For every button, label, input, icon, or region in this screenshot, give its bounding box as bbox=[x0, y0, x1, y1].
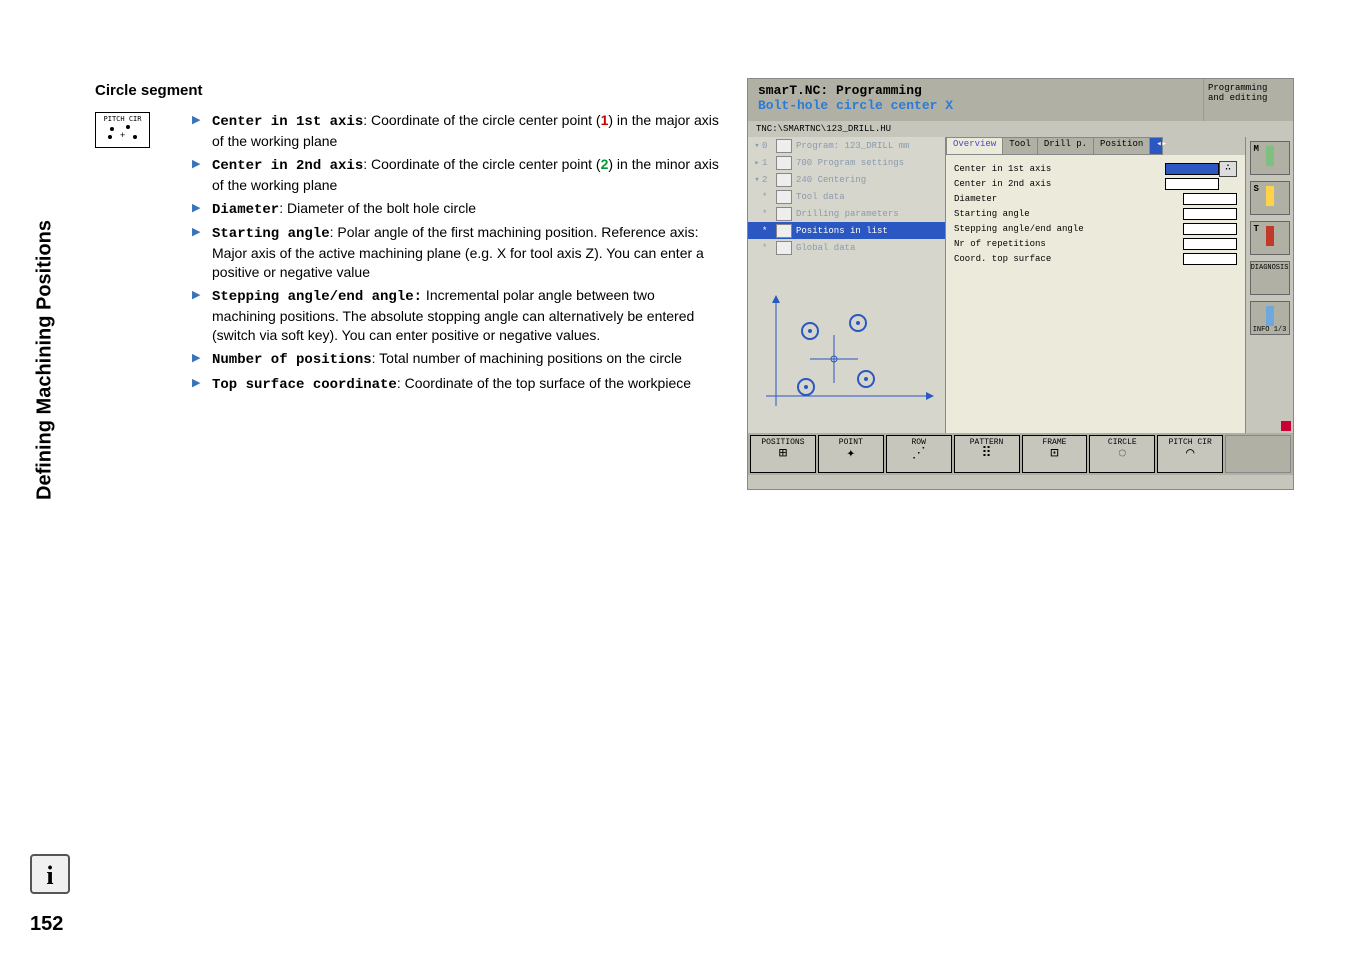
scr-mode-line1: Programming bbox=[1208, 83, 1289, 93]
form-row[interactable]: Stepping angle/end angle bbox=[954, 221, 1237, 236]
scr-path: TNC:\SMARTNC\123_DRILL.HU bbox=[748, 121, 1293, 137]
softkey-circle[interactable]: CIRCLE◌ bbox=[1089, 435, 1155, 473]
tree-row[interactable]: ▸1700 Program settings bbox=[748, 154, 945, 171]
tree-row[interactable]: *Tool data bbox=[748, 188, 945, 205]
scr-form-area: OverviewToolDrill p.Position◂▸ ∴ Center … bbox=[946, 137, 1245, 433]
vertical-section-title: Defining Machining Positions bbox=[30, 100, 60, 500]
tab-tool[interactable]: Tool bbox=[1002, 137, 1038, 155]
parameter-item: Stepping angle/end angle: Incremental po… bbox=[190, 286, 720, 345]
parameter-item: Center in 2nd axis: Coordinate of the ci… bbox=[190, 155, 720, 195]
tree-row[interactable]: *Positions in list bbox=[748, 222, 945, 239]
scr-title-line2: Bolt-hole circle center X bbox=[758, 98, 1193, 113]
scr-header: smarT.NC: Programming Bolt-hole circle c… bbox=[748, 79, 1293, 121]
parameter-item: Diameter: Diameter of the bolt hole circ… bbox=[190, 199, 720, 220]
parameter-item: Starting angle: Polar angle of the first… bbox=[190, 223, 720, 282]
scr-softkey-row[interactable]: POSITIONS⊞POINT✦ROW⋰PATTERN⠿FRAME⊡CIRCLE… bbox=[748, 433, 1293, 475]
right-button[interactable]: M bbox=[1250, 141, 1290, 175]
scr-header-title: smarT.NC: Programming Bolt-hole circle c… bbox=[748, 79, 1203, 121]
scr-title-line1: smarT.NC: Programming bbox=[758, 83, 1193, 98]
info-icon: i bbox=[30, 854, 70, 894]
scr-program-tree[interactable]: ▾0Program: 123_DRILL mm▸1700 Program set… bbox=[748, 137, 946, 433]
parameter-item: Top surface coordinate: Coordinate of th… bbox=[190, 374, 720, 395]
form-row[interactable]: Nr of repetitions bbox=[954, 236, 1237, 251]
scr-form[interactable]: ∴ Center in 1st axisCenter in 2nd axisDi… bbox=[946, 155, 1245, 433]
scr-mode-line2: and editing bbox=[1208, 93, 1289, 103]
pitch-circle-softkey-icon: PITCH CIR + bbox=[95, 112, 150, 148]
tree-row[interactable]: *Drilling parameters bbox=[748, 205, 945, 222]
right-button[interactable]: T bbox=[1250, 221, 1290, 255]
scr-right-buttons: MST DIAGNOSIS INFO 1/3 bbox=[1245, 137, 1293, 433]
form-row[interactable]: Coord. top surface bbox=[954, 251, 1237, 266]
tab-scroll[interactable]: ◂▸ bbox=[1149, 137, 1163, 155]
parameter-item: Center in 1st axis: Coordinate of the ci… bbox=[190, 111, 720, 151]
svg-text:+: + bbox=[120, 130, 125, 140]
scr-body: ▾0Program: 123_DRILL mm▸1700 Program set… bbox=[748, 137, 1293, 433]
corner-marker bbox=[1281, 421, 1291, 431]
right-button[interactable]: S bbox=[1250, 181, 1290, 215]
form-row[interactable]: Center in 2nd axis bbox=[954, 176, 1219, 191]
softkey-row[interactable]: ROW⋰ bbox=[886, 435, 952, 473]
softkey-pattern[interactable]: PATTERN⠿ bbox=[954, 435, 1020, 473]
main-content: Circle segment Center in 1st axis: Coord… bbox=[95, 82, 720, 399]
tab-overview[interactable]: Overview bbox=[946, 137, 1003, 155]
right-button[interactable]: DIAGNOSIS bbox=[1250, 261, 1290, 295]
tab-position[interactable]: Position bbox=[1093, 137, 1150, 155]
softkey-pitch-cir[interactable]: PITCH CIR◠ bbox=[1157, 435, 1223, 473]
page-number: 152 bbox=[30, 913, 63, 936]
tree-row[interactable]: *Global data bbox=[748, 239, 945, 256]
tree-row[interactable]: ▾2240 Centering bbox=[748, 171, 945, 188]
scr-tree-diagram bbox=[758, 291, 938, 421]
softkey-glyph: + bbox=[96, 123, 149, 144]
softkey-frame[interactable]: FRAME⊡ bbox=[1022, 435, 1088, 473]
tree-row[interactable]: ▾0Program: 123_DRILL mm bbox=[748, 137, 945, 154]
tab-drillp[interactable]: Drill p. bbox=[1037, 137, 1094, 155]
softkey-label: PITCH CIR bbox=[96, 113, 149, 123]
softkey-empty bbox=[1225, 435, 1291, 473]
form-row[interactable]: Starting angle bbox=[954, 206, 1237, 221]
softkey-point[interactable]: POINT✦ bbox=[818, 435, 884, 473]
scr-mode-indicator: Programming and editing bbox=[1203, 79, 1293, 121]
pitch-circle-icon: ∴ bbox=[1219, 161, 1237, 177]
parameter-item: Number of positions: Total number of mac… bbox=[190, 349, 720, 370]
tnc-screenshot: smarT.NC: Programming Bolt-hole circle c… bbox=[747, 78, 1294, 490]
form-row[interactable]: Center in 1st axis bbox=[954, 161, 1219, 176]
parameter-list: Center in 1st axis: Coordinate of the ci… bbox=[190, 111, 720, 395]
softkey-positions[interactable]: POSITIONS⊞ bbox=[750, 435, 816, 473]
form-row[interactable]: Diameter bbox=[954, 191, 1237, 206]
section-heading: Circle segment bbox=[95, 82, 720, 99]
right-button[interactable]: INFO 1/3 bbox=[1250, 301, 1290, 335]
scr-tabs[interactable]: OverviewToolDrill p.Position◂▸ bbox=[946, 137, 1245, 155]
